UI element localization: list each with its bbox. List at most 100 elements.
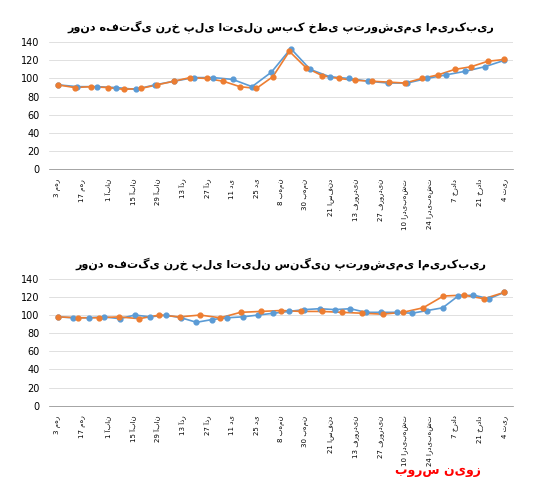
Point	[318, 72, 327, 80]
Point	[302, 64, 310, 72]
Point	[317, 307, 326, 315]
Point	[254, 311, 262, 319]
Point	[229, 75, 237, 83]
Point	[331, 306, 339, 314]
Point	[285, 307, 293, 315]
Point	[151, 81, 159, 89]
Point	[377, 308, 386, 316]
Point	[87, 83, 95, 91]
Point	[480, 295, 488, 302]
Point	[84, 314, 93, 322]
Point	[297, 307, 305, 315]
Point	[170, 77, 179, 85]
Point	[190, 74, 198, 81]
Point	[450, 66, 459, 74]
Point	[362, 308, 370, 316]
Point	[461, 67, 470, 75]
Point	[325, 73, 334, 80]
Point	[407, 309, 416, 317]
Point	[419, 304, 427, 312]
Point	[315, 305, 324, 313]
Point	[442, 71, 450, 79]
Point	[401, 79, 410, 87]
Point	[235, 83, 244, 91]
Title: روند هفتگی نرخ پلی اتیلن سنگین پتروشیمی امیرکبیر: روند هفتگی نرخ پلی اتیلن سنگین پتروشیمی …	[76, 258, 486, 271]
Point	[92, 83, 101, 91]
Point	[54, 313, 62, 321]
Point	[454, 292, 462, 300]
Point	[202, 75, 211, 82]
Point	[209, 74, 217, 81]
Point	[256, 307, 265, 315]
Point	[54, 81, 62, 89]
Point	[120, 86, 128, 94]
Point	[481, 63, 489, 71]
Point	[103, 84, 112, 92]
Point	[500, 56, 508, 63]
Point	[269, 309, 278, 317]
Point	[484, 295, 493, 302]
Point	[422, 75, 431, 82]
Point	[364, 77, 373, 85]
Point	[153, 81, 161, 89]
Point	[192, 318, 201, 326]
Point	[269, 73, 277, 80]
Point	[175, 313, 184, 321]
Point	[267, 68, 276, 76]
Point	[54, 313, 62, 321]
Point	[277, 307, 285, 315]
Point	[306, 66, 315, 74]
Point	[146, 313, 154, 321]
Point	[131, 311, 139, 319]
Point	[95, 314, 103, 322]
Point	[195, 311, 204, 319]
Point	[337, 308, 346, 316]
Point	[403, 79, 412, 87]
Point	[285, 47, 294, 55]
Point	[238, 313, 247, 321]
Point	[345, 75, 354, 82]
Point	[54, 81, 62, 89]
Point	[346, 305, 355, 313]
Point	[223, 314, 232, 322]
Point	[248, 83, 256, 91]
Title: روند هفتگی نرخ پلی اتیلن سبک خطی پتروشیمی امیرکبیر: روند هفتگی نرخ پلی اتیلن سبک خطی پتروشیم…	[68, 21, 494, 34]
Point	[392, 308, 401, 316]
Point	[300, 306, 309, 314]
Point	[500, 56, 508, 64]
Point	[418, 75, 426, 82]
Point	[100, 313, 108, 321]
Point	[135, 315, 144, 322]
Point	[423, 307, 431, 315]
Point	[74, 314, 83, 322]
Point	[398, 308, 407, 316]
Point	[287, 45, 295, 53]
Point	[438, 304, 447, 312]
Point	[219, 77, 227, 85]
Point	[500, 288, 508, 296]
Point	[368, 77, 376, 85]
Point	[252, 85, 261, 93]
Point	[434, 71, 442, 79]
Point	[483, 57, 492, 65]
Point	[155, 311, 164, 319]
Point	[115, 315, 124, 322]
Point	[335, 75, 343, 82]
Point	[177, 314, 185, 322]
Point	[69, 314, 77, 322]
Point	[378, 310, 387, 318]
Text: بورس نیوز: بورس نیوز	[395, 464, 481, 477]
Point	[236, 308, 245, 316]
Point	[467, 63, 475, 71]
Point	[439, 292, 447, 300]
Point	[358, 309, 366, 317]
Point	[70, 84, 79, 92]
Point	[459, 291, 468, 299]
Point	[73, 83, 82, 91]
Point	[384, 78, 393, 86]
Point	[208, 316, 216, 323]
Point	[112, 84, 121, 92]
Point	[169, 77, 178, 85]
Point	[186, 74, 194, 81]
Point	[351, 76, 360, 84]
